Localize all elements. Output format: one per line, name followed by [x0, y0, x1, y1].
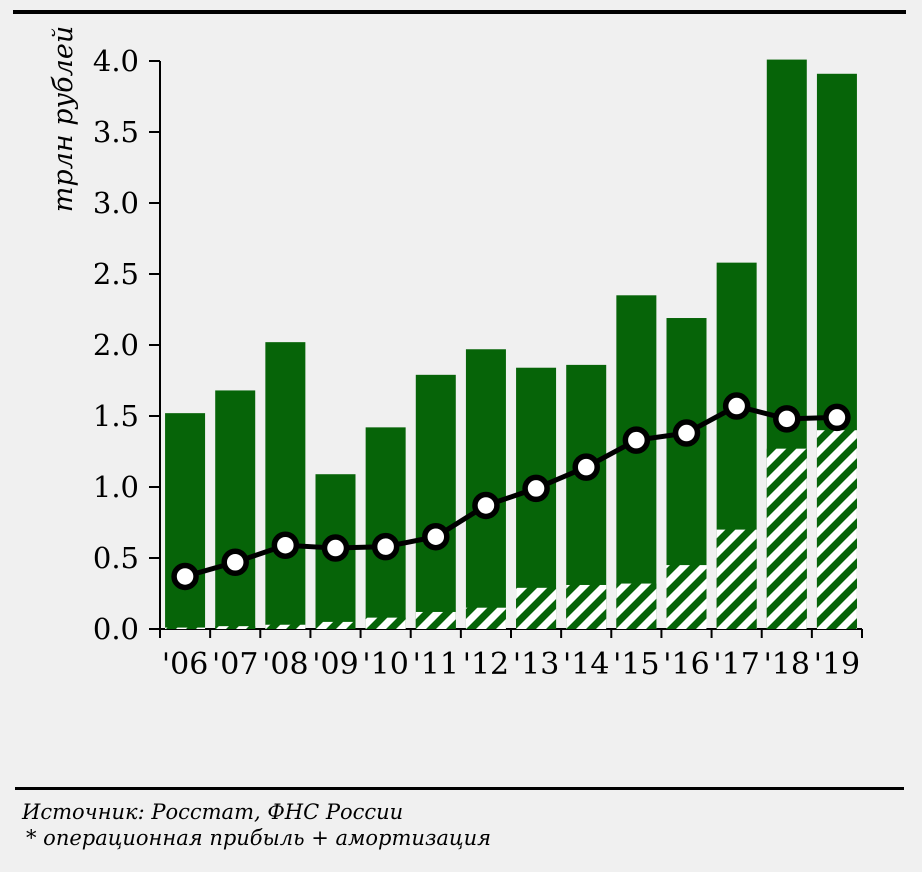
ebitda-bar — [265, 342, 306, 629]
tax-benefit-bar — [516, 587, 557, 629]
x-tick-label: '06 — [162, 647, 208, 682]
capex-marker — [422, 522, 450, 551]
chart-area: 0.0 0.5 1.0 1.5 2.0 2.5 3.0 3.5 4.0'06'07'08'09 '… — [48, 26, 863, 682]
ebitda-bar — [215, 390, 256, 629]
x-tick-label: '09 — [312, 647, 358, 682]
tax-benefit-bar — [666, 565, 707, 629]
y-tick-label: 4.0 — [93, 44, 139, 78]
y-tick-label: 1.5 — [93, 399, 139, 433]
capex-marker — [371, 532, 400, 561]
capex-marker — [472, 491, 500, 520]
x-tick-label: '15 — [613, 647, 659, 682]
y-tick-label: 0.0 — [93, 612, 139, 646]
tax-benefit-bar — [616, 583, 657, 629]
tax-benefit-bar — [465, 607, 506, 629]
y-tick-label: 2.5 — [93, 257, 139, 291]
y-tick-label: 3.5 — [93, 115, 139, 149]
tax-benefit-bar — [716, 529, 757, 629]
tax-benefit-bar — [165, 627, 206, 629]
y-tick-label: 3.0 — [93, 186, 139, 220]
x-tick-label: '13 — [513, 647, 559, 682]
x-tick-label: '08 — [262, 647, 308, 682]
capex-marker — [321, 534, 350, 562]
capex-marker — [522, 474, 550, 503]
x-tick-label: '10 — [362, 647, 408, 682]
ebitda-bar — [465, 349, 506, 629]
x-tick-label: '18 — [764, 647, 810, 682]
y-axis-title: трлн рублей — [48, 26, 79, 212]
footer: Источник: Росстат, ФНС России * операцио… — [0, 799, 922, 851]
capex-marker — [271, 531, 300, 559]
capex-marker — [171, 562, 199, 591]
footnote: * операционная прибыль + амортизация — [26, 826, 491, 850]
ebitda-bar — [165, 413, 206, 629]
tax-benefit-bar — [365, 617, 406, 629]
capex-marker — [672, 419, 701, 447]
ebitda-bar — [616, 295, 657, 629]
y-tick-label: 0.5 — [93, 541, 139, 575]
y-tick-label: 1.0 — [93, 470, 139, 504]
top-border-line — [13, 10, 906, 14]
y-tick-label: 2.0 — [93, 328, 139, 362]
tax-benefit-bar — [265, 624, 306, 629]
x-tick-label: '07 — [212, 647, 258, 682]
capex-marker — [572, 453, 600, 481]
x-tick-label: '19 — [814, 647, 860, 682]
tax-benefit-bar — [215, 626, 256, 629]
capex-marker — [823, 403, 851, 432]
x-tick-label: '17 — [713, 647, 759, 682]
separator-line — [15, 787, 904, 790]
tax-benefit-bar — [566, 584, 607, 629]
tax-benefit-bar — [415, 611, 456, 629]
source-note: Источник: Росстат, ФНС России — [22, 800, 404, 824]
bar-line-chart: 0.00.51.01.52.02.53.03.54.0'06'07'08'09 '… — [48, 26, 863, 682]
x-tick-label: '12 — [463, 647, 509, 682]
legend: EBITDA* в т.ч. налоговые льготы капитало… — [0, 695, 922, 785]
capex-marker — [622, 426, 651, 454]
ebitda-bar — [415, 374, 456, 629]
x-tick-label: '14 — [563, 647, 609, 682]
capex-marker — [773, 405, 801, 433]
tax-benefit-bar — [766, 448, 807, 629]
tax-benefit-bar — [315, 621, 356, 629]
tax-benefit-bar — [816, 430, 857, 629]
ebitda-bar — [365, 427, 406, 629]
capex-marker — [722, 392, 751, 420]
capex-marker — [221, 548, 249, 577]
x-tick-label: '11 — [413, 647, 459, 682]
x-tick-label: '16 — [663, 647, 709, 682]
